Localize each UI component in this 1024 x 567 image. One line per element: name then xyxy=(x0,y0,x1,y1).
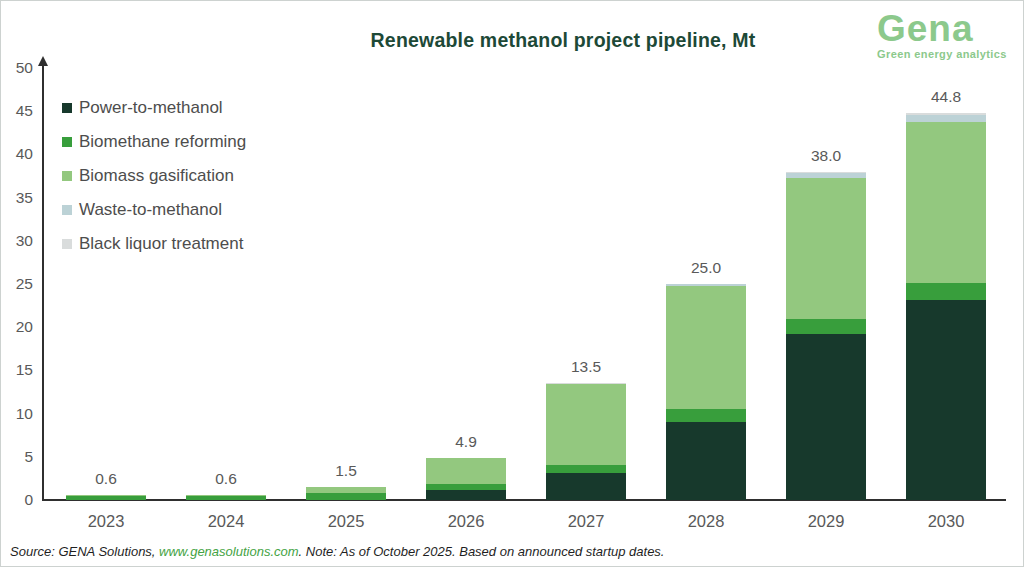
y-tick-label: 5 xyxy=(1,448,33,466)
bar-segment-biomethane-reforming-2027 xyxy=(546,465,626,473)
bar-segment-power-to-methanol-2027 xyxy=(546,473,626,500)
source-note: Source: GENA Solutions, www.genasolution… xyxy=(10,544,665,559)
bar-segment-biomass-gasification-2029 xyxy=(786,178,866,320)
bar-segment-biomethane-reforming-2025 xyxy=(306,493,386,500)
x-tick-label: 2026 xyxy=(426,512,506,531)
x-tick-label: 2024 xyxy=(186,512,266,531)
legend-swatch-icon xyxy=(62,137,72,147)
chart-canvas: Renewable methanol project pipeline, Mt … xyxy=(0,0,1024,567)
bar-segment-power-to-methanol-2026 xyxy=(426,490,506,500)
bar-segment-black-liquor-treatment-2030 xyxy=(906,113,986,115)
y-tick-label: 15 xyxy=(1,361,33,379)
legend-swatch-icon xyxy=(62,205,72,215)
legend-label: Waste-to-methanol xyxy=(79,200,222,220)
bar-segment-biomethane-reforming-2030 xyxy=(906,283,986,299)
bar-segment-waste-to-methanol-2029 xyxy=(786,173,866,178)
legend-item: Waste-to-methanol xyxy=(62,193,246,227)
bar-segment-black-liquor-treatment-2027 xyxy=(546,383,626,384)
bar-total-label: 0.6 xyxy=(184,470,268,488)
y-tick-label: 35 xyxy=(1,189,33,207)
bar-segment-biomethane-reforming-2026 xyxy=(426,484,506,491)
legend-item: Biomass gasification xyxy=(62,159,246,193)
legend-swatch-icon xyxy=(62,239,72,249)
source-link[interactable]: www.genasolutions.com xyxy=(159,544,298,559)
legend-item: Black liquor treatment xyxy=(62,227,246,261)
bar-segment-biomass-gasification-2030 xyxy=(906,122,986,283)
bar-segment-biomethane-reforming-2028 xyxy=(666,409,746,422)
x-tick-label: 2023 xyxy=(66,512,146,531)
x-tick-label: 2029 xyxy=(786,512,866,531)
legend-swatch-icon xyxy=(62,103,72,113)
y-tick-label: 50 xyxy=(1,59,33,77)
legend-label: Power-to-methanol xyxy=(79,98,223,118)
legend: Power-to-methanol Biomethane reforming Bio… xyxy=(62,91,246,261)
x-tick-label: 2030 xyxy=(906,512,986,531)
bar-total-label: 4.9 xyxy=(424,433,508,451)
y-tick-label: 25 xyxy=(1,275,33,293)
y-tick-label: 20 xyxy=(1,318,33,336)
legend-label: Black liquor treatment xyxy=(79,234,243,254)
bar-segment-waste-to-methanol-2028 xyxy=(666,284,746,286)
bar-segment-biomass-gasification-2026 xyxy=(426,458,506,484)
y-tick-label: 30 xyxy=(1,232,33,250)
bar-segment-power-to-methanol-2029 xyxy=(786,334,866,500)
bar-segment-biomass-gasification-2023 xyxy=(66,495,146,496)
source-prefix-text: Source: GENA Solutions, xyxy=(10,544,159,559)
bar-total-label: 25.0 xyxy=(664,259,748,277)
bar-segment-biomass-gasification-2024 xyxy=(186,495,266,496)
x-tick-label: 2028 xyxy=(666,512,746,531)
y-tick-label: 10 xyxy=(1,405,33,423)
bar-segment-biomethane-reforming-2023 xyxy=(66,496,146,500)
bar-segment-black-liquor-treatment-2029 xyxy=(786,172,866,173)
bar-segment-biomass-gasification-2028 xyxy=(666,286,746,410)
bar-segment-biomethane-reforming-2024 xyxy=(186,496,266,500)
x-tick-label: 2027 xyxy=(546,512,626,531)
x-tick-label: 2025 xyxy=(306,512,386,531)
y-axis-line xyxy=(42,65,44,500)
bar-segment-power-to-methanol-2028 xyxy=(666,422,746,500)
legend-item: Biomethane reforming xyxy=(62,125,246,159)
bar-total-label: 13.5 xyxy=(544,358,628,376)
legend-swatch-icon xyxy=(62,171,72,181)
note-suffix-text: . Note: As of October 2025. Based on ann… xyxy=(299,544,665,559)
legend-label: Biomass gasification xyxy=(79,166,234,186)
bar-segment-biomass-gasification-2025 xyxy=(306,487,386,493)
legend-item: Power-to-methanol xyxy=(62,91,246,125)
bar-total-label: 0.6 xyxy=(64,470,148,488)
bar-segment-biomethane-reforming-2029 xyxy=(786,319,866,334)
legend-label: Biomethane reforming xyxy=(79,132,246,152)
y-tick-label: 40 xyxy=(1,145,33,163)
bar-total-label: 38.0 xyxy=(784,147,868,165)
bar-segment-waste-to-methanol-2030 xyxy=(906,115,986,123)
y-tick-label: 0 xyxy=(1,491,33,509)
bar-segment-biomass-gasification-2027 xyxy=(546,384,626,465)
bar-segment-power-to-methanol-2030 xyxy=(906,300,986,500)
bar-total-label: 44.8 xyxy=(904,88,988,106)
plot-area: 05101520253035404550 0.60.61.54.913.525.… xyxy=(1,1,1023,566)
bar-total-label: 1.5 xyxy=(304,462,388,480)
y-tick-label: 45 xyxy=(1,102,33,120)
